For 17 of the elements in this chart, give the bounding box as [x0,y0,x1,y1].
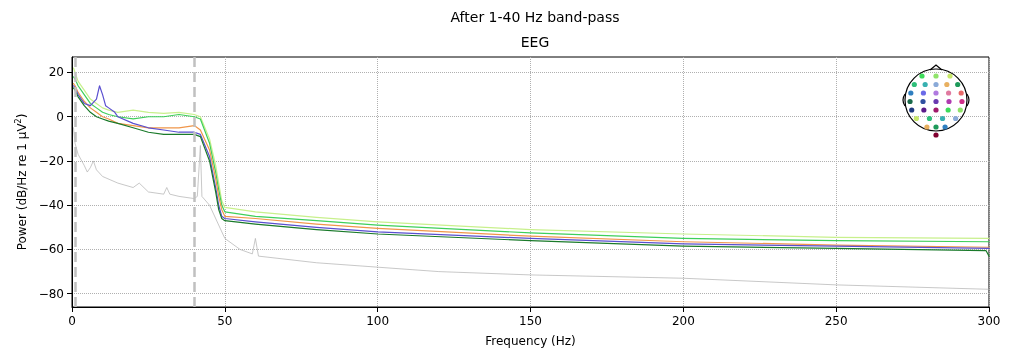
x-tick-label: 250 [824,314,848,328]
x-tick-label: 0 [68,314,76,328]
x-tick-label: 300 [977,314,1001,328]
y-tick-label: −80 [38,286,64,301]
chart-title: After 1-40 Hz band-pass [450,9,620,25]
y-axis-title: Power (dB/Hz re 1 µV2) [14,113,29,251]
y-tick-label: 0 [56,109,64,124]
y-tick-label: −40 [38,198,64,213]
x-tick-label: 100 [366,314,390,328]
x-tick-label: 200 [671,314,695,328]
y-tick-label: 20 [48,65,64,80]
chart-subtitle: EEG [520,34,550,50]
y-tick-label: −20 [38,153,64,168]
x-tick-label: 50 [217,314,233,328]
x-tick-label: 150 [519,314,542,328]
x-axis-title: Frequency (Hz) [485,334,576,348]
y-tick-label: −60 [38,242,64,257]
